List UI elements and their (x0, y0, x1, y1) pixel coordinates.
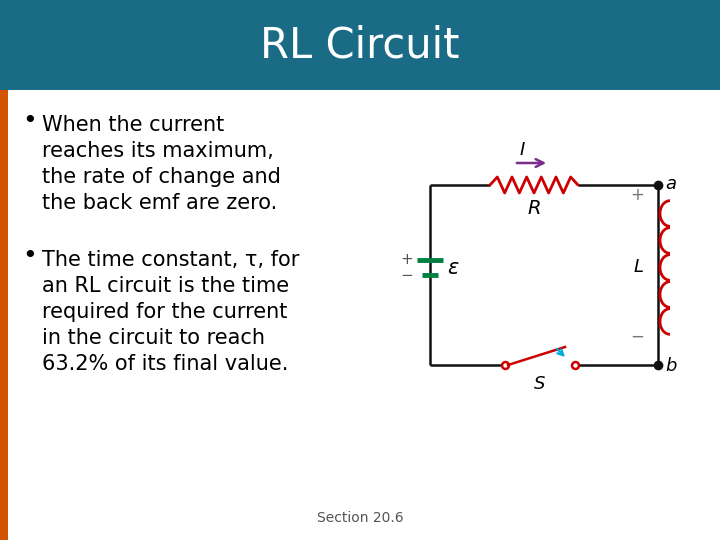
Text: required for the current: required for the current (42, 302, 287, 322)
Text: b: b (665, 357, 676, 375)
Text: the rate of change and: the rate of change and (42, 167, 281, 187)
Text: 63.2% of its final value.: 63.2% of its final value. (42, 354, 289, 374)
Text: Section 20.6: Section 20.6 (317, 511, 403, 525)
Text: L: L (634, 259, 644, 276)
Text: a: a (665, 175, 676, 193)
Text: −: − (630, 328, 644, 346)
Bar (0, 90, 8, 540)
Text: R: R (527, 199, 541, 218)
Text: reaches its maximum,: reaches its maximum, (42, 141, 274, 161)
Text: an RL circuit is the time: an RL circuit is the time (42, 276, 289, 296)
Bar (0, 0, 720, 90)
Text: +: + (630, 186, 644, 204)
Text: −: − (400, 267, 413, 282)
Text: S: S (534, 375, 546, 393)
Text: RL Circuit: RL Circuit (260, 24, 460, 66)
Text: •: • (22, 244, 37, 268)
Text: $\varepsilon$: $\varepsilon$ (447, 258, 459, 278)
Text: the back emf are zero.: the back emf are zero. (42, 193, 277, 213)
Text: The time constant, τ, for: The time constant, τ, for (42, 250, 300, 270)
Text: +: + (400, 253, 413, 267)
Text: in the circuit to reach: in the circuit to reach (42, 328, 265, 348)
Text: •: • (22, 109, 37, 133)
Text: I: I (519, 141, 525, 159)
Text: When the current: When the current (42, 115, 224, 135)
